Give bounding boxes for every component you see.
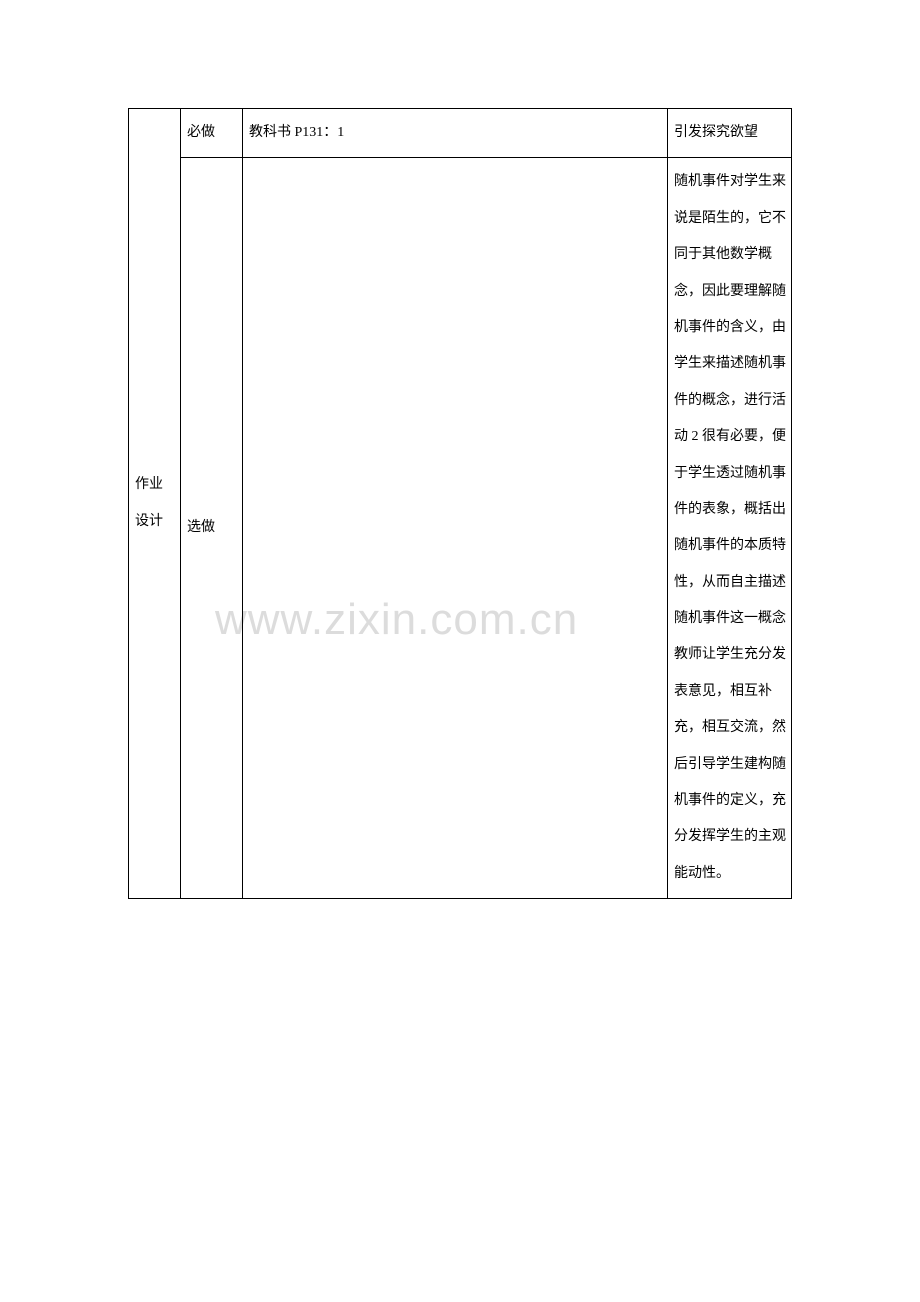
table-row: 作业设计 必做 教科书 P131：1 引发探究欲望 [129,109,792,158]
table-row: 选做 随机事件对学生来说是陌生的，它不同于其他数学概念，因此要理解随机事件的含义… [129,158,792,899]
lesson-table-container: 作业设计 必做 教科书 P131：1 引发探究欲望 选做 随机事件对学生来说是陌… [128,108,791,899]
cell-required-note: 引发探究欲望 [668,109,792,158]
cell-required-label: 必做 [181,109,243,158]
cell-optional-note: 随机事件对学生来说是陌生的，它不同于其他数学概念，因此要理解随机事件的含义，由学… [668,158,792,899]
cell-optional-label: 选做 [181,158,243,899]
cell-required-content: 教科书 P131：1 [243,109,668,158]
cell-optional-content [243,158,668,899]
lesson-table: 作业设计 必做 教科书 P131：1 引发探究欲望 选做 随机事件对学生来说是陌… [128,108,792,899]
row-header-homework-design: 作业设计 [129,109,181,899]
